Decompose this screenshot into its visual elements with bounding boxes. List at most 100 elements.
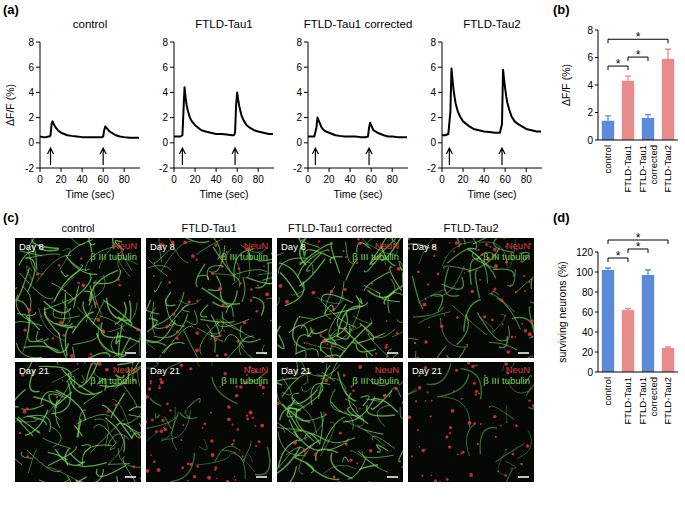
neurite [474, 364, 477, 366]
neurite [413, 276, 424, 309]
neurite [403, 272, 404, 291]
y-tick [438, 168, 442, 169]
title: FTLD-Tau1 corrected [304, 18, 413, 30]
x-tick-label: 0 [37, 174, 43, 185]
y-tick-label: 6 [162, 62, 168, 73]
nucleus [234, 479, 236, 481]
day-label: Day 8 [150, 241, 175, 252]
nucleus [451, 409, 455, 413]
x-tick [442, 168, 443, 172]
nucleus [270, 320, 272, 322]
nucleus [330, 344, 332, 346]
stimulus-arrow [48, 148, 54, 165]
neurite [138, 366, 141, 386]
y-tick [595, 292, 598, 293]
nucleus [146, 395, 149, 399]
nucleus [427, 391, 429, 393]
nucleus [453, 390, 455, 392]
y-tick-label: 0 [296, 137, 302, 148]
y-tick [170, 42, 174, 43]
nucleus [430, 415, 432, 417]
y-tick [170, 92, 174, 93]
nucleus [232, 424, 234, 426]
neurite [457, 314, 469, 345]
title: FTLD-Tau2 [463, 18, 521, 30]
nucleus [460, 243, 462, 245]
y-tick [595, 252, 598, 253]
x-tick [195, 168, 196, 172]
label-line: corrected [648, 377, 659, 417]
nucleus [63, 334, 66, 337]
neurite [496, 443, 525, 461]
y-tick [36, 67, 40, 68]
nucleus [136, 328, 139, 331]
nucleus [190, 463, 193, 466]
neurite [47, 467, 77, 480]
neurite [25, 254, 60, 259]
nucleus [243, 321, 247, 325]
significance-label: * [636, 30, 641, 44]
neurite [161, 407, 176, 442]
neurite [185, 410, 190, 418]
nucleus [169, 409, 172, 412]
x-tick-label: 40 [211, 174, 223, 185]
micrograph [277, 362, 403, 482]
neurite [19, 251, 35, 265]
neurite [96, 356, 121, 358]
nucleus [183, 241, 187, 245]
neurite [282, 404, 310, 422]
nucleus [252, 417, 254, 419]
nucleus [532, 404, 534, 407]
nucleus [357, 238, 359, 240]
neurite [529, 307, 534, 335]
neurite [277, 421, 285, 433]
y-tick-label: 0 [162, 137, 168, 148]
nucleus [434, 479, 437, 482]
neurite [278, 432, 305, 456]
nucleus [246, 414, 248, 416]
nucleus [114, 403, 117, 406]
nucleus [140, 478, 141, 480]
neurite [84, 391, 103, 404]
x-tick-label: 60 [232, 174, 244, 185]
stain-label: β III tubulin [221, 375, 268, 386]
nucleus [491, 319, 494, 322]
nucleus [97, 318, 101, 322]
plot-area [308, 118, 407, 138]
panel-label: (b) [553, 2, 570, 17]
nucleus [189, 367, 192, 370]
y-tick-label: 4 [162, 87, 168, 98]
neurite [21, 405, 44, 410]
column-title: FTLD-Tau2 [443, 222, 498, 234]
neurite [194, 362, 202, 367]
nucleus [224, 353, 227, 356]
neurite [282, 377, 291, 395]
nucleus [146, 421, 147, 424]
x-tick [61, 168, 62, 172]
nucleus [375, 352, 377, 354]
x-tick-label: 80 [521, 174, 533, 185]
neurite [146, 362, 158, 363]
neurite [44, 298, 74, 310]
nucleus [512, 453, 515, 456]
neurite [316, 449, 338, 461]
neurite [112, 399, 131, 432]
scale-bar [256, 352, 267, 354]
nucleus [464, 272, 466, 274]
category-label: FTLD-Tau1corrected [637, 377, 658, 425]
y-tick [304, 117, 308, 118]
neurite [132, 433, 141, 444]
nucleus [227, 405, 231, 409]
stain-label: NeuN [506, 364, 530, 375]
nucleus [475, 393, 477, 395]
nucleus [449, 242, 451, 244]
nucleus [26, 408, 29, 411]
panel-label: (d) [553, 210, 570, 225]
neurite [434, 266, 464, 296]
nucleus [211, 453, 215, 457]
neurite [197, 275, 208, 280]
x-tick [174, 168, 175, 172]
error-bar [605, 268, 611, 270]
nucleus [132, 465, 135, 468]
nucleus [56, 396, 58, 398]
